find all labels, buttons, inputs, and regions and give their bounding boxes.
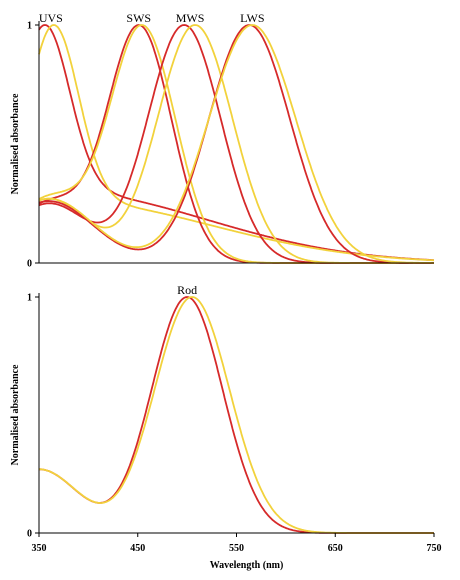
- x-tick-label: 550: [229, 543, 244, 554]
- curve-label-uvs: UVS: [39, 11, 63, 25]
- curve-label-rod: Rod: [177, 283, 197, 297]
- x-tick-label: 750: [427, 543, 442, 554]
- absorbance-curve-7: [38, 24, 434, 264]
- x-tick-label: 350: [32, 543, 47, 554]
- rod-absorbance-panel: 0 1 350 450 550 650 750 Normalised absorbance Wa…: [10, 283, 442, 571]
- absorbance-curve-1: [38, 296, 434, 534]
- y-tick-label: 1: [27, 21, 32, 32]
- x-tick-label: 650: [328, 543, 343, 554]
- y-tick-label: 0: [27, 529, 32, 540]
- curve-label-sws: SWS: [126, 11, 151, 25]
- cone-absorbance-panel: 0 1 Normalised absorbance UVS SWS MWS LWS: [10, 11, 435, 270]
- y-axis-title: Normalised absorbance: [10, 93, 21, 194]
- y-axis-title: Normalised absorbance: [10, 364, 21, 465]
- curve-label-mws: MWS: [176, 11, 205, 25]
- curve-label-lws: LWS: [240, 11, 264, 25]
- y-tick-label: 1: [27, 293, 32, 304]
- absorbance-curve-6: [38, 24, 434, 264]
- x-tick-label: 450: [130, 543, 145, 554]
- y-tick-label: 0: [27, 259, 32, 270]
- x-axis-title: Wavelength (nm): [210, 560, 284, 571]
